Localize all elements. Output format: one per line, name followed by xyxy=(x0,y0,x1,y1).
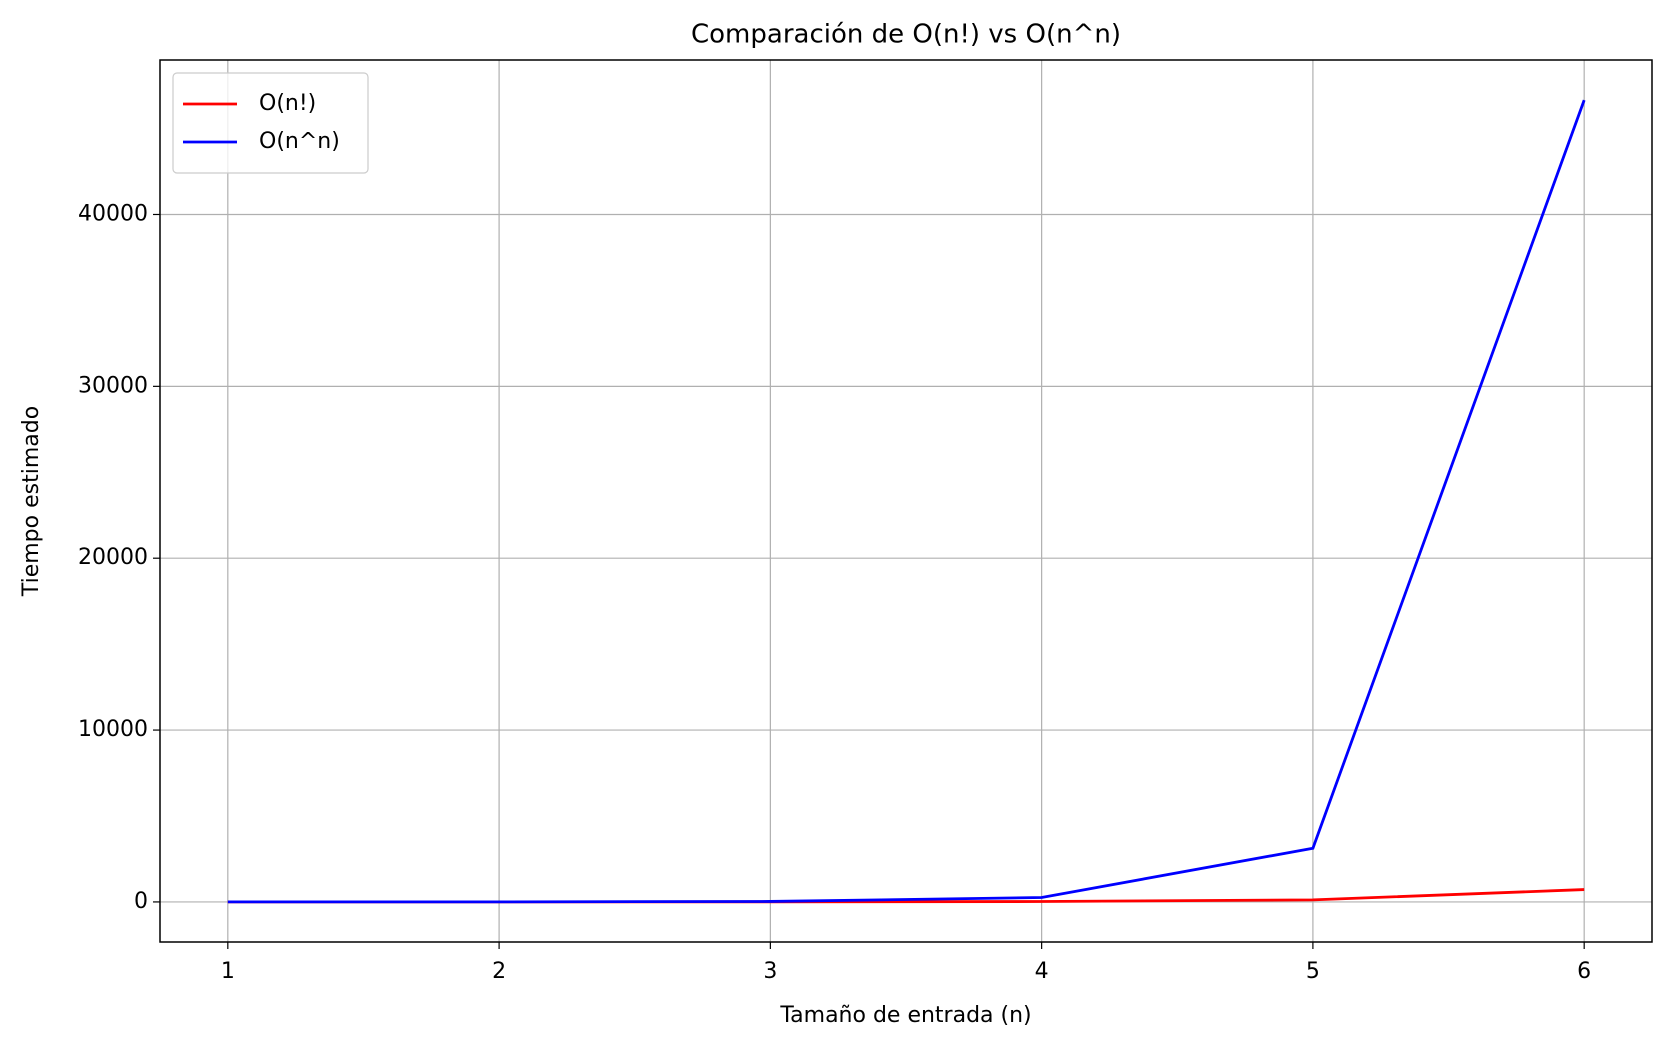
y-tick-label: 20000 xyxy=(78,545,148,570)
legend: O(n!) O(n^n) xyxy=(172,72,369,174)
legend-label: O(n!) xyxy=(259,91,316,116)
x-tick-label: 6 xyxy=(1577,959,1591,984)
x-tick-label: 5 xyxy=(1306,959,1320,984)
y-tick-label: 30000 xyxy=(78,373,148,398)
x-tick-label: 2 xyxy=(492,959,506,984)
x-axis-label: Tamaño de entrada (n) xyxy=(779,1003,1031,1028)
series-line xyxy=(227,99,1586,904)
x-tick-label: 3 xyxy=(763,959,777,984)
x-tick-label: 4 xyxy=(1035,959,1049,984)
grid xyxy=(160,60,1652,942)
x-tick-label: 1 xyxy=(221,959,235,984)
y-axis-label: Tiempo estimado xyxy=(19,406,44,597)
axes-frame xyxy=(159,59,1653,943)
y-tick-label: 10000 xyxy=(78,717,148,742)
legend-label: O(n^n) xyxy=(259,129,340,154)
legend-box xyxy=(172,72,369,174)
plot-area xyxy=(227,99,1586,904)
y-tick-label: 40000 xyxy=(78,201,148,226)
y-tick-label: 0 xyxy=(134,889,148,914)
chart-title: Comparación de O(n!) vs O(n^n) xyxy=(691,20,1121,50)
